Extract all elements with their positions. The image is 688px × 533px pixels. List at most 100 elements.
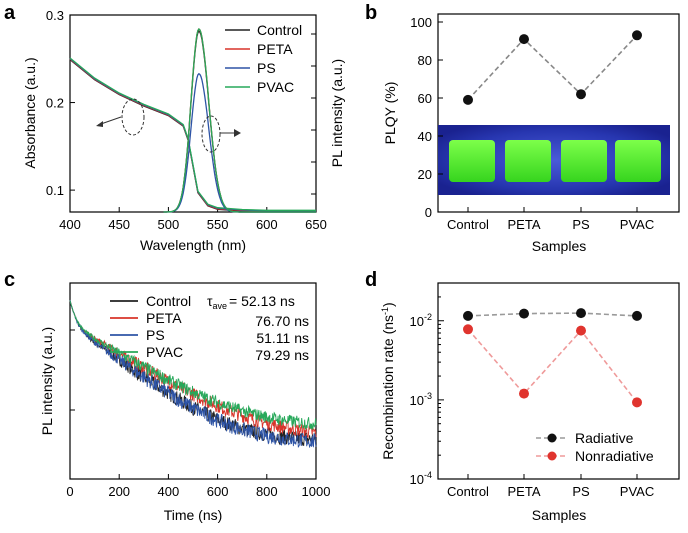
panel-d: d 10-4 10-3 10-2 Control PETA PS PVAC Radiativ… — [365, 269, 680, 523]
axis-ticks-b: 0 20 40 60 80 100 Control PETA PS PVAC — [410, 15, 654, 232]
legend-label-c: PETA — [146, 310, 182, 326]
y-tick-label-b: 20 — [418, 167, 432, 182]
x-tick-label-d: PS — [572, 484, 590, 499]
legend-label-a: PVAC — [257, 79, 294, 95]
film-peta — [505, 140, 551, 182]
x-axis-label-a: Wavelength (nm) — [140, 237, 246, 253]
y-tick-label-a: 0.3 — [46, 8, 64, 23]
x-tick-label-c: 600 — [207, 484, 229, 499]
x-tick-label-c: 200 — [108, 484, 130, 499]
y-axis-label-a: Absorbance (a.u.) — [22, 57, 38, 168]
panel-label-d: d — [365, 269, 377, 291]
pl-curve-peta — [163, 28, 316, 213]
y-tick-label-a: 0.1 — [46, 183, 64, 198]
x-tick-label-a: 600 — [256, 217, 278, 232]
film-control — [449, 140, 495, 182]
rate-line-radiative — [467, 312, 638, 317]
plqy-point — [576, 89, 586, 100]
x-tick-label-b: PS — [572, 217, 590, 232]
plqy-points — [463, 30, 642, 105]
legend-label-c: Control — [146, 293, 191, 309]
x-tick-label-a: 650 — [305, 217, 327, 232]
panel-label-c: c — [4, 269, 15, 291]
decay-curves — [69, 299, 317, 448]
legend-label-d: Radiative — [575, 430, 634, 446]
axis-ticks-a: 400 450 500 550 600 650 0.1 0.2 0.3 — [46, 8, 327, 232]
y-tick-label-d: 10-4 — [410, 470, 432, 487]
tau-peta: 76.70 ns — [255, 313, 309, 329]
x-tick-label-a: 550 — [207, 217, 229, 232]
panel-label-a: a — [4, 2, 16, 24]
rate-point-nonradiative — [632, 397, 642, 408]
y-axis-label-c: PL intensity (a.u.) — [39, 327, 55, 435]
x-tick-label-b: Control — [447, 217, 489, 232]
rate-point-nonradiative — [576, 325, 586, 336]
legend-label-d: Nonradiative — [575, 448, 654, 464]
y-tick-label-d: 10-2 — [410, 312, 432, 329]
tau-ps: 51.11 ns — [256, 330, 309, 346]
plqy-point — [519, 34, 529, 45]
tau-label: τave = 52.13 ns — [207, 293, 295, 311]
absorbance-curve-pvac — [69, 57, 316, 211]
plot-frame-d — [437, 282, 680, 480]
x-axis-label-b: Samples — [532, 238, 586, 254]
rate-point-nonradiative — [519, 388, 529, 399]
y-axis-label-d: Recombination rate (ns-1) — [380, 302, 396, 459]
legend-label-a: PS — [257, 60, 276, 76]
plqy-point — [632, 30, 642, 41]
pl-curve-control — [163, 30, 316, 213]
x-tick-label-c: 400 — [158, 484, 180, 499]
x-axis-label-d: Samples — [532, 507, 586, 523]
absorbance-curves — [69, 57, 316, 213]
x-tick-label-d: Control — [447, 484, 489, 499]
rate-points — [463, 308, 642, 408]
rate-point-nonradiative — [463, 324, 473, 335]
film-pvac — [615, 140, 661, 182]
plqy-point — [463, 94, 473, 105]
tau-values: τave = 52.13 ns 76.70 ns 51.11 ns 79.29 n… — [207, 293, 309, 363]
legend-a: Control PETA PS PVAC — [225, 22, 302, 95]
rate-point-radiative — [576, 308, 586, 319]
axis-ticks-c: 0 200 400 600 800 1000 — [66, 329, 331, 499]
y-axis-label-b: PLQY (%) — [382, 82, 398, 145]
pl-marker-ellipse — [201, 115, 221, 153]
legend-label-a: PETA — [257, 41, 293, 57]
decay-curve-ps — [69, 299, 317, 448]
plot-frame-b — [437, 13, 680, 213]
plot-frame-c — [69, 282, 317, 480]
x-tick-label-b: PVAC — [620, 217, 654, 232]
absorbance-marker-ellipse — [121, 98, 145, 136]
absorbance-arrowhead — [96, 121, 103, 127]
y-tick-label-b: 0 — [425, 205, 432, 220]
y2-axis-label-a: PL intensity (a.u.) — [329, 59, 345, 167]
y-tick-label-a: 0.2 — [46, 96, 64, 111]
rate-point-radiative — [632, 310, 642, 321]
rate-point-radiative — [463, 310, 473, 321]
x-tick-label-c: 0 — [66, 484, 73, 499]
plot-frame-a — [69, 14, 317, 213]
x-tick-label-d: PVAC — [620, 484, 654, 499]
legend-label-c: PVAC — [146, 344, 183, 360]
x-tick-label-d: PETA — [508, 484, 541, 499]
x-tick-label-c: 1000 — [302, 484, 331, 499]
x-tick-label-a: 400 — [59, 217, 81, 232]
y-tick-label-d: 10-3 — [410, 391, 432, 408]
y-tick-label-b: 100 — [410, 15, 432, 30]
x-tick-label-c: 800 — [256, 484, 278, 499]
pl-curves — [163, 28, 316, 213]
plqy-line — [467, 34, 638, 101]
legend-marker-d — [547, 451, 557, 461]
rate-line-nonradiative — [467, 328, 638, 403]
y-tick-label-b: 80 — [418, 53, 432, 68]
x-tick-label-a: 500 — [158, 217, 180, 232]
pl-arrowhead — [234, 129, 241, 137]
panel-label-b: b — [365, 2, 377, 24]
decay-curve-pvac — [69, 300, 317, 431]
x-tick-label-a: 450 — [108, 217, 130, 232]
legend-label-a: Control — [257, 22, 302, 38]
tau-pvac: 79.29 ns — [255, 347, 309, 363]
